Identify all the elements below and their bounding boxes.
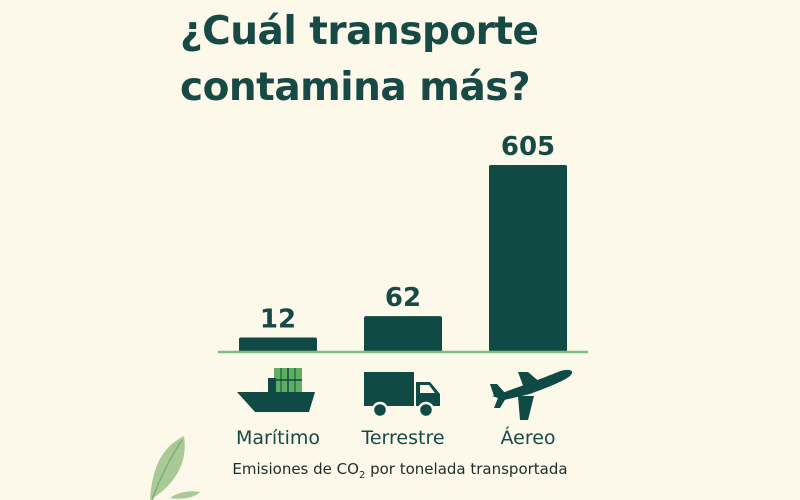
value-label-1: 12 [260,305,296,335]
bar-3 [489,165,567,352]
chart-title: ¿Cuál transporte contamina más? [180,4,539,116]
value-labels-group: 12 62 605 [260,132,555,335]
caption-subscript: 2 [358,470,366,481]
caption-text-before: Emisiones de CO [232,460,359,478]
caption-text-after: por tonelada transportada [365,460,568,478]
value-label-2: 62 [385,283,421,313]
category-label-2: Terrestre [360,427,444,449]
category-labels-group: Marítimo Terrestre Áereo [236,426,556,449]
ship-icon [237,368,315,412]
category-label-3: Áereo [500,426,555,449]
chart-title-line-2: contamina más? [180,65,531,110]
truck-icon [364,372,440,419]
category-label-1: Marítimo [236,427,320,449]
chart-caption: Emisiones de CO2 por tonelada transporta… [0,460,800,481]
bar-1 [239,337,317,352]
value-label-3: 605 [501,132,555,162]
chart-title-line-1: ¿Cuál transporte [180,9,539,54]
airplane-icon [490,369,573,420]
bars-group [239,165,567,352]
bar-2 [364,316,442,352]
